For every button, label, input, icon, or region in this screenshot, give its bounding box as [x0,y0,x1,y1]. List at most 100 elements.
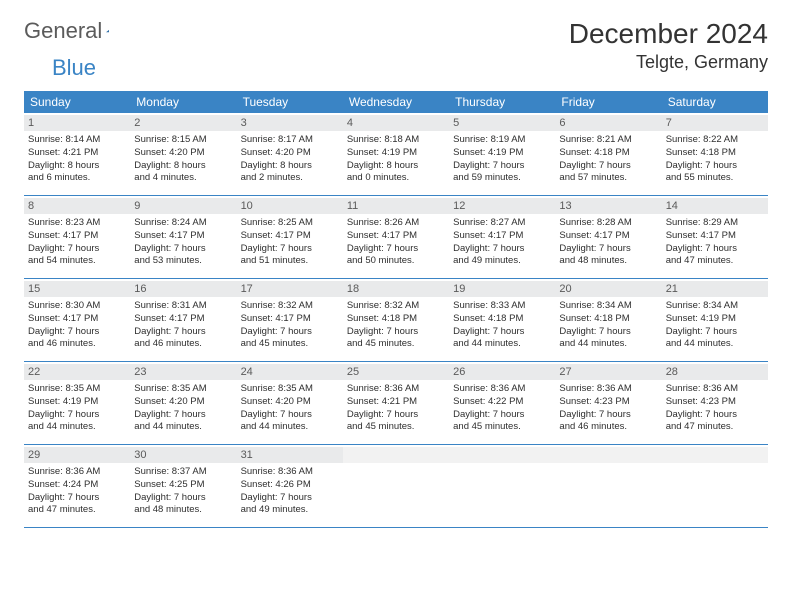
day-line-sr: Sunrise: 8:19 AM [453,134,551,147]
day-line-ss: Sunset: 4:22 PM [453,396,551,409]
day-line-ss: Sunset: 4:25 PM [134,479,232,492]
day-line-d2: and 47 minutes. [666,255,764,268]
day-line-d2: and 44 minutes. [453,338,551,351]
day-number: 23 [130,364,236,380]
day-line-ss: Sunset: 4:21 PM [28,147,126,160]
day-cell: 30Sunrise: 8:37 AMSunset: 4:25 PMDayligh… [130,445,236,527]
day-line-d1: Daylight: 7 hours [241,492,339,505]
day-line-ss: Sunset: 4:20 PM [134,147,232,160]
day-line-d2: and 48 minutes. [134,504,232,517]
day-line-ss: Sunset: 4:26 PM [241,479,339,492]
day-line-sr: Sunrise: 8:32 AM [347,300,445,313]
day-cell: 17Sunrise: 8:32 AMSunset: 4:17 PMDayligh… [237,279,343,361]
day-line-d2: and 47 minutes. [28,504,126,517]
day-line-d1: Daylight: 7 hours [347,326,445,339]
weekday-header: Sunday [24,91,130,113]
day-number: 16 [130,281,236,297]
day-cell [343,445,449,527]
day-line-d1: Daylight: 7 hours [134,326,232,339]
day-number: 17 [237,281,343,297]
day-line-d1: Daylight: 7 hours [28,409,126,422]
location: Telgte, Germany [569,52,768,73]
day-line-sr: Sunrise: 8:18 AM [347,134,445,147]
day-line-d2: and 44 minutes. [134,421,232,434]
day-details: Sunrise: 8:36 AMSunset: 4:23 PMDaylight:… [666,383,764,434]
day-cell: 29 Sunrise: 8:36 AMSunset: 4:24 PMDayligh… [24,445,130,527]
month-title: December 2024 [569,18,768,50]
day-line-ss: Sunset: 4:19 PM [347,147,445,160]
day-line-d2: and 57 minutes. [559,172,657,185]
day-line-sr: Sunrise: 8:36 AM [28,466,126,479]
day-details: Sunrise: 8:23 AMSunset: 4:17 PMDaylight:… [28,217,126,268]
day-details: Sunrise: 8:36 AMSunset: 4:26 PMDaylight:… [241,466,339,517]
day-cell: 7Sunrise: 8:22 AMSunset: 4:18 PMDaylight… [662,113,768,195]
day-line-ss: Sunset: 4:17 PM [347,230,445,243]
day-line-ss: Sunset: 4:20 PM [241,396,339,409]
day-cell: 2Sunrise: 8:15 AMSunset: 4:20 PMDaylight… [130,113,236,195]
day-line-d1: Daylight: 7 hours [134,243,232,256]
day-line-ss: Sunset: 4:20 PM [134,396,232,409]
day-line-ss: Sunset: 4:23 PM [666,396,764,409]
day-line-sr: Sunrise: 8:35 AM [241,383,339,396]
day-number: 22 [24,364,130,380]
day-number: 21 [662,281,768,297]
day-cell [449,445,555,527]
day-line-sr: Sunrise: 8:34 AM [559,300,657,313]
day-details: Sunrise: 8:17 AMSunset: 4:20 PMDaylight:… [241,134,339,185]
day-line-d1: Daylight: 8 hours [134,160,232,173]
day-line-ss: Sunset: 4:17 PM [559,230,657,243]
day-line-d1: Daylight: 8 hours [241,160,339,173]
day-number [343,447,449,463]
day-line-d2: and 2 minutes. [241,172,339,185]
week-row: 1Sunrise: 8:14 AMSunset: 4:21 PMDaylight… [24,113,768,196]
day-line-ss: Sunset: 4:18 PM [559,313,657,326]
day-line-sr: Sunrise: 8:15 AM [134,134,232,147]
day-line-d1: Daylight: 7 hours [453,409,551,422]
day-cell: 11Sunrise: 8:26 AMSunset: 4:17 PMDayligh… [343,196,449,278]
day-cell: 15Sunrise: 8:30 AMSunset: 4:17 PMDayligh… [24,279,130,361]
day-cell: 4Sunrise: 8:18 AMSunset: 4:19 PMDaylight… [343,113,449,195]
day-line-sr: Sunrise: 8:22 AM [666,134,764,147]
day-number: 9 [130,198,236,214]
day-line-sr: Sunrise: 8:21 AM [559,134,657,147]
day-details: Sunrise: 8:36 AMSunset: 4:21 PMDaylight:… [347,383,445,434]
day-line-d1: Daylight: 7 hours [666,326,764,339]
day-line-ss: Sunset: 4:19 PM [453,147,551,160]
day-line-sr: Sunrise: 8:25 AM [241,217,339,230]
day-cell: 31Sunrise: 8:36 AMSunset: 4:26 PMDayligh… [237,445,343,527]
day-line-d2: and 0 minutes. [347,172,445,185]
day-line-d1: Daylight: 7 hours [453,326,551,339]
day-cell: 19Sunrise: 8:33 AMSunset: 4:18 PMDayligh… [449,279,555,361]
day-line-ss: Sunset: 4:23 PM [559,396,657,409]
day-line-sr: Sunrise: 8:17 AM [241,134,339,147]
day-cell: 24Sunrise: 8:35 AMSunset: 4:20 PMDayligh… [237,362,343,444]
day-line-d2: and 48 minutes. [559,255,657,268]
week-row: 29 Sunrise: 8:36 AMSunset: 4:24 PMDayligh… [24,445,768,528]
day-cell: 18Sunrise: 8:32 AMSunset: 4:18 PMDayligh… [343,279,449,361]
day-details: Sunrise: 8:36 AMSunset: 4:24 PMDaylight:… [28,466,126,517]
day-cell: 6Sunrise: 8:21 AMSunset: 4:18 PMDaylight… [555,113,661,195]
day-line-d2: and 44 minutes. [559,338,657,351]
day-details: Sunrise: 8:34 AMSunset: 4:19 PMDaylight:… [666,300,764,351]
day-line-d2: and 45 minutes. [347,421,445,434]
day-line-d2: and 49 minutes. [453,255,551,268]
day-line-d1: Daylight: 7 hours [559,409,657,422]
day-cell: 21 Sunrise: 8:34 AMSunset: 4:19 PMDayligh… [662,279,768,361]
day-number: 29 [24,447,130,463]
day-line-sr: Sunrise: 8:28 AM [559,217,657,230]
day-cell: 20Sunrise: 8:34 AMSunset: 4:18 PMDayligh… [555,279,661,361]
day-details: Sunrise: 8:24 AMSunset: 4:17 PMDaylight:… [134,217,232,268]
day-line-d2: and 45 minutes. [347,338,445,351]
day-number: 20 [555,281,661,297]
day-cell: 16Sunrise: 8:31 AMSunset: 4:17 PMDayligh… [130,279,236,361]
day-number [555,447,661,463]
day-line-ss: Sunset: 4:17 PM [241,230,339,243]
day-line-sr: Sunrise: 8:33 AM [453,300,551,313]
day-details: Sunrise: 8:27 AMSunset: 4:17 PMDaylight:… [453,217,551,268]
day-line-d2: and 51 minutes. [241,255,339,268]
day-line-d2: and 53 minutes. [134,255,232,268]
day-details: Sunrise: 8:19 AMSunset: 4:19 PMDaylight:… [453,134,551,185]
day-number: 12 [449,198,555,214]
day-details: Sunrise: 8:35 AMSunset: 4:19 PMDaylight:… [28,383,126,434]
day-line-ss: Sunset: 4:17 PM [28,313,126,326]
